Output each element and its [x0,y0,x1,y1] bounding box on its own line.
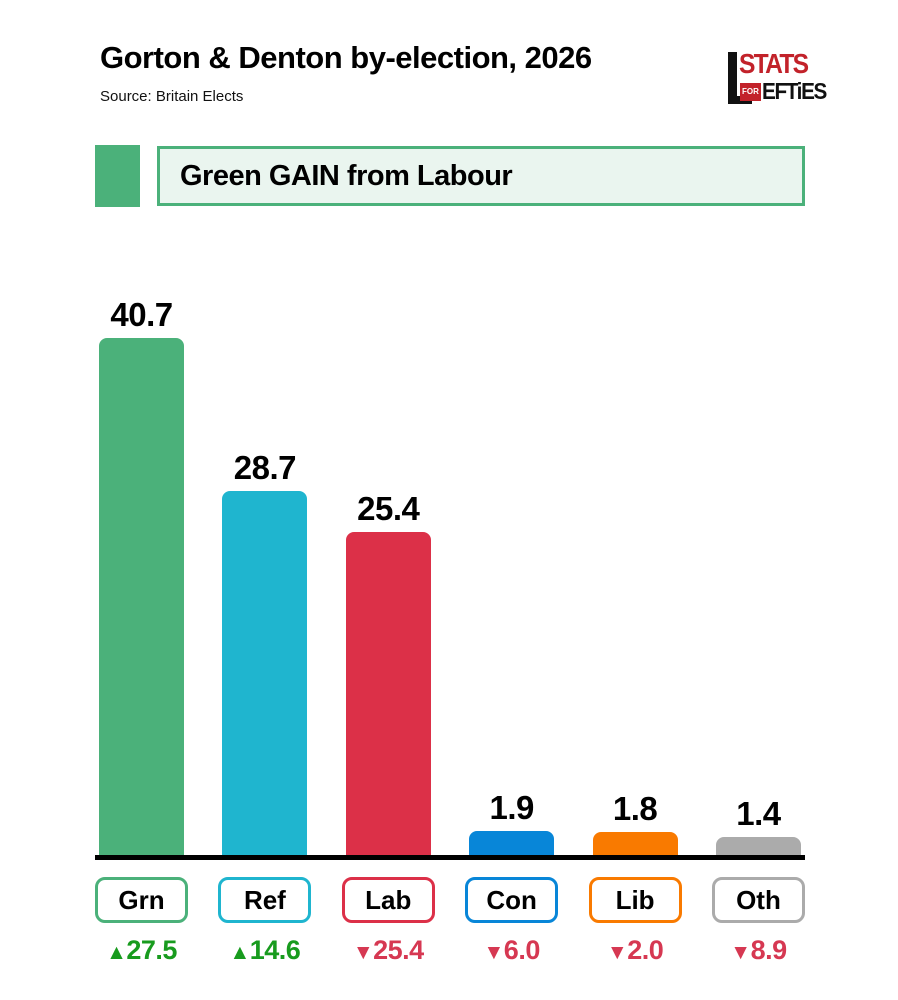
logo-stats-text: STATS [739,48,809,79]
logo-efties-text: EFTiES [761,78,827,104]
logo-l-shape-icon [728,52,737,104]
party-label-box-con: Con [465,877,559,923]
change-label-ref: ▲14.6 [218,935,311,966]
change-label-con: ▼6.0 [465,935,558,966]
bars-row: 40.7 28.7 25.4 1.9 1.8 1.4 [95,207,805,855]
bar-value-label: 1.4 [736,795,781,832]
logo-for-badge: FOR [740,82,761,101]
change-label-oth: ▼8.9 [712,935,805,966]
change-value: 27.5 [126,935,177,965]
party-label-box-ref: Ref [218,877,312,923]
party-label-text: Oth [736,884,781,915]
down-arrow-icon: ▼ [483,941,505,964]
up-arrow-icon: ▲ [106,941,127,964]
change-label-lib: ▼2.0 [589,935,682,966]
party-label-text: Grn [118,884,165,915]
party-label-box-oth: Oth [711,877,805,923]
bar-value-label: 1.9 [489,789,534,826]
stats-for-lefties-logo: STATS FOR EFTiES [728,48,827,108]
bar-column-con: 1.9 [465,789,558,855]
party-labels-row: Grn Ref Lab Con Lib Oth [95,877,805,923]
party-label-text: Con [486,884,537,915]
bar-column-oth: 1.4 [712,795,805,855]
change-value: 25.4 [373,935,424,965]
bar-ref [222,491,308,855]
bar-value-label: 25.4 [357,490,420,527]
changes-row: ▲27.5 ▲14.6 ▼25.4 ▼6.0 ▼2.0 ▼8.9 [95,935,805,966]
party-label-box-lib: Lib [588,877,682,923]
down-arrow-icon: ▼ [352,941,374,964]
party-label-text: Lib [615,884,655,915]
page-title: Gorton & Denton by-election, 2026 [100,40,592,75]
change-value: 8.9 [750,935,788,965]
change-value: 2.0 [627,935,664,965]
bar-con [469,831,555,855]
x-axis-line [95,855,805,860]
bar-column-grn: 40.7 [95,296,188,855]
party-label-box-lab: Lab [341,877,435,923]
result-banner: Green GAIN from Labour [157,146,805,206]
bar-grn [99,338,184,855]
change-label-lab: ▼25.4 [342,935,435,966]
bar-column-lib: 1.8 [589,790,682,855]
bar-value-label: 1.8 [612,790,658,827]
bar-column-lab: 25.4 [342,490,435,855]
result-banner-text: Green GAIN from Labour [180,159,513,192]
bar-lib [592,832,678,855]
change-value: 6.0 [503,935,541,965]
logo-second-row: FOR EFTiES [740,78,833,105]
source-caption: Source: Britain Elects [100,88,244,105]
change-label-grn: ▲27.5 [95,935,188,966]
bar-lab [345,532,431,855]
party-label-text: Ref [243,884,286,915]
up-arrow-icon: ▲ [229,941,250,964]
party-label-text: Lab [365,884,412,915]
bar-chart: 40.7 28.7 25.4 1.9 1.8 1.4 Grn Ref Lab Con Lib Oth… [95,207,805,966]
bar-value-label: 40.7 [110,296,173,333]
bar-column-ref: 28.7 [218,449,311,855]
party-label-box-grn: Grn [95,877,188,923]
down-arrow-icon: ▼ [606,941,628,964]
down-arrow-icon: ▼ [730,941,751,964]
bar-oth [715,837,801,855]
change-value: 14.6 [249,935,301,965]
bar-value-label: 28.7 [233,449,297,486]
banner-green-square [95,145,140,207]
